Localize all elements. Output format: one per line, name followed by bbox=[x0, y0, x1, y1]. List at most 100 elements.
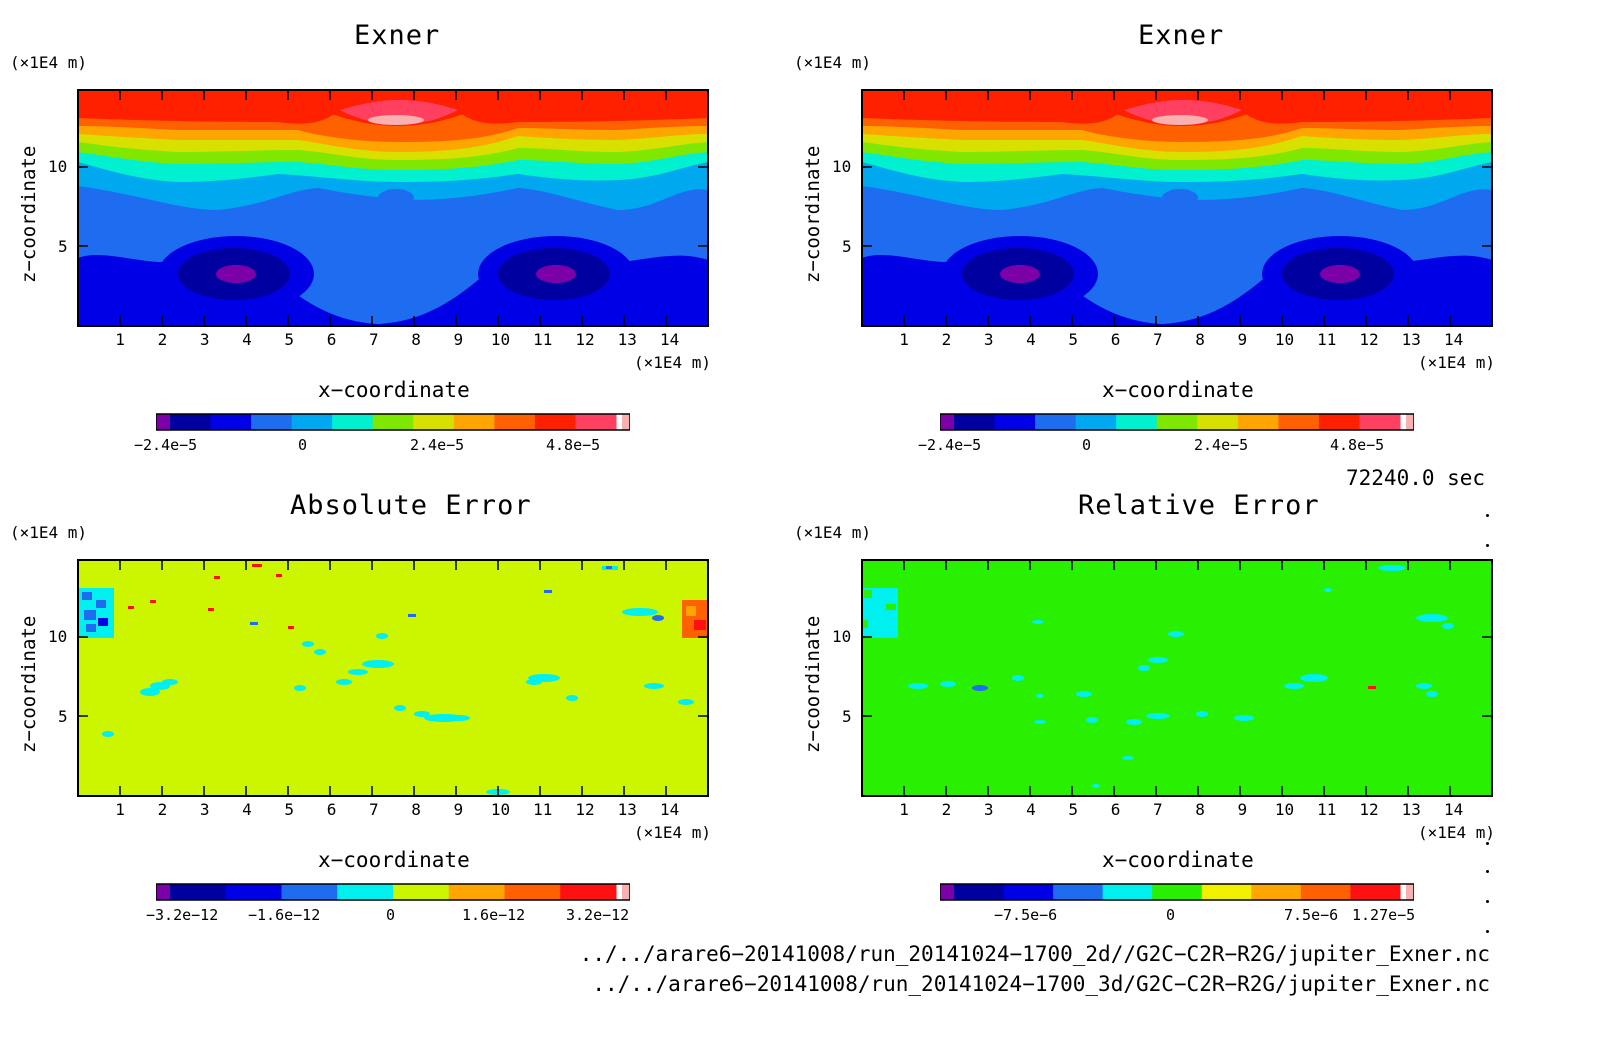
colorbar-swatch bbox=[1406, 884, 1414, 900]
y-axis-label: z−coordinate bbox=[802, 615, 824, 753]
x-tick-label: 10 bbox=[490, 800, 511, 819]
colorbar-tick: −7.5e−6 bbox=[994, 906, 1058, 924]
file-path-3d: ../../arare6−20141008/run_20141024−1700_… bbox=[592, 972, 1490, 996]
x-unit-label: (×1E4 m) bbox=[634, 353, 712, 372]
x-tick-label: 9 bbox=[453, 800, 464, 819]
colorbar-swatch bbox=[994, 414, 1036, 430]
x-tick-label: 10 bbox=[1274, 330, 1295, 349]
colorbar-swatch bbox=[1116, 414, 1158, 430]
x-tick-label: 13 bbox=[617, 800, 637, 819]
x-tick-label: 14 bbox=[1443, 330, 1464, 349]
x-tick-label: 10 bbox=[1274, 800, 1295, 819]
colorbar-swatch bbox=[1156, 414, 1198, 430]
x-tick-label: 8 bbox=[411, 330, 421, 349]
colorbar-tick: −2.4e−5 bbox=[134, 436, 198, 454]
x-tick-labels: 1 2 3 4 5 6 7 8 9 10 11 12 13 14 bbox=[78, 330, 708, 350]
colorbar-swatch bbox=[1318, 414, 1360, 430]
colorbar-tick: −2.4e−5 bbox=[918, 436, 982, 454]
colorbar-tick: −3.2e−12 bbox=[146, 906, 219, 924]
x-tick-label: 4 bbox=[242, 330, 252, 349]
colorbar-swatch bbox=[225, 884, 282, 900]
x-tick-label: 9 bbox=[1237, 330, 1248, 349]
y-unit-label: (×1E4 m) bbox=[10, 53, 88, 72]
margin-dot bbox=[1486, 514, 1489, 517]
x-tick-labels: 1 2 3 4 5 6 7 8 9 10 11 12 13 14 bbox=[862, 330, 1492, 350]
colorbar-tick: 2.4e−5 bbox=[410, 436, 465, 454]
y-tick-label: 5 bbox=[58, 237, 68, 256]
colorbar-swatch bbox=[1278, 414, 1320, 430]
y-unit-label: (×1E4 m) bbox=[794, 53, 872, 72]
x-tick-labels: 1 2 3 4 5 6 7 8 9 10 11 12 13 14 bbox=[78, 800, 708, 820]
colorbar-tick: 0 bbox=[298, 436, 308, 454]
y-unit-label: (×1E4 m) bbox=[794, 523, 872, 542]
colorbar-swatch bbox=[494, 414, 536, 430]
chart-title: Absolute Error bbox=[290, 490, 532, 521]
margin-dot bbox=[1486, 900, 1489, 903]
colorbar-swatch bbox=[156, 414, 171, 430]
y-tick-label: 5 bbox=[842, 237, 852, 256]
colorbar-frame bbox=[940, 883, 1414, 901]
x-tick-label: 4 bbox=[242, 800, 252, 819]
colorbar-swatch bbox=[1359, 414, 1401, 430]
colorbar-swatch bbox=[1251, 884, 1302, 900]
x-tick-label: 12 bbox=[1359, 800, 1379, 819]
colorbar-swatch bbox=[954, 414, 996, 430]
x-tick-label: 2 bbox=[941, 330, 952, 349]
colorbar-swatch bbox=[1201, 884, 1252, 900]
colorbar-swatch bbox=[281, 884, 338, 900]
colorbar-frame bbox=[940, 413, 1414, 431]
x-axis-label: x−coordinate bbox=[1102, 848, 1254, 872]
colorbar-swatch bbox=[622, 414, 630, 430]
margin-dot bbox=[1486, 544, 1489, 547]
colorbar-swatch bbox=[1035, 414, 1077, 430]
x-tick-label: 12 bbox=[575, 800, 595, 819]
colorbar-swatch bbox=[622, 884, 630, 900]
y-axis-label: z−coordinate bbox=[18, 615, 40, 753]
x-tick-label: 6 bbox=[326, 800, 337, 819]
colorbar-swatch bbox=[1102, 884, 1153, 900]
x-tick-label: 1 bbox=[899, 330, 909, 349]
x-tick-label: 8 bbox=[1195, 330, 1205, 349]
y-axis-label: z−coordinate bbox=[802, 145, 824, 283]
margin-dot bbox=[1486, 870, 1489, 873]
colorbar-swatch bbox=[448, 884, 505, 900]
colorbar bbox=[940, 413, 1414, 431]
colorbar-swatch bbox=[534, 414, 576, 430]
plot-area bbox=[861, 89, 1493, 327]
colorbar bbox=[156, 413, 630, 431]
colorbar-swatch bbox=[170, 884, 227, 900]
colorbar-swatch bbox=[1053, 884, 1104, 900]
x-unit-label: (×1E4 m) bbox=[1418, 823, 1496, 842]
colorbar-swatch bbox=[1003, 884, 1054, 900]
x-tick-label: 3 bbox=[199, 330, 210, 349]
x-tick-label: 11 bbox=[1317, 330, 1337, 349]
colorbar-swatch bbox=[291, 414, 333, 430]
x-axis-label: x−coordinate bbox=[318, 378, 470, 402]
x-tick-label: 7 bbox=[368, 330, 379, 349]
colorbar-swatch bbox=[413, 414, 455, 430]
plot-area bbox=[77, 559, 709, 797]
colorbar-tick: 2.4e−5 bbox=[1194, 436, 1249, 454]
file-path-2d: ../../arare6−20141008/run_20141024−1700_… bbox=[579, 942, 1490, 966]
x-tick-label: 4 bbox=[1026, 330, 1036, 349]
x-tick-label: 10 bbox=[490, 330, 511, 349]
colorbar-swatch bbox=[210, 414, 252, 430]
colorbar-tick: 4.8e−5 bbox=[546, 436, 601, 454]
x-tick-label: 9 bbox=[453, 330, 464, 349]
x-tick-label: 12 bbox=[1359, 330, 1379, 349]
colorbar-swatch bbox=[575, 414, 617, 430]
colorbar-tick-labels: −7.5e−6 0 7.5e−6 1.27e−5 bbox=[940, 906, 1415, 926]
chart-title: Exner bbox=[354, 20, 441, 51]
colorbar-swatch bbox=[940, 884, 955, 900]
x-tick-label: 8 bbox=[411, 800, 421, 819]
colorbar-swatch bbox=[156, 884, 171, 900]
margin-dot bbox=[1486, 842, 1489, 845]
plot-area bbox=[77, 89, 709, 327]
x-tick-label: 3 bbox=[199, 800, 210, 819]
x-tick-label: 6 bbox=[1110, 330, 1121, 349]
x-tick-label: 13 bbox=[617, 330, 637, 349]
colorbar-tick-labels: −3.2e−12 −1.6e−12 0 1.6e−12 3.2e−12 bbox=[146, 906, 630, 926]
panel-absolute-error: Absolute Error (×1E4 m) z−coordinate bbox=[0, 470, 790, 940]
colorbar-swatch bbox=[504, 884, 561, 900]
axis-ticks bbox=[862, 90, 1492, 326]
